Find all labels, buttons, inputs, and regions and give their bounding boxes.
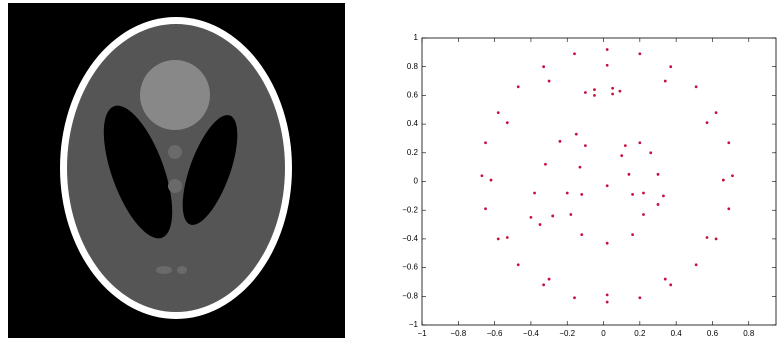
point	[517, 85, 520, 88]
point	[542, 283, 545, 286]
point	[584, 91, 587, 94]
point	[593, 88, 596, 91]
point	[631, 193, 634, 196]
point	[542, 65, 545, 68]
point	[548, 278, 551, 281]
point	[727, 141, 730, 144]
point	[695, 85, 698, 88]
point	[606, 48, 609, 51]
plot-frame	[422, 38, 776, 325]
point	[551, 215, 554, 218]
point	[517, 263, 520, 266]
y-tick-label: 0.4	[407, 119, 419, 128]
page: {"chart_data": {"type": "scatter", "colo…	[0, 0, 778, 341]
point	[695, 263, 698, 266]
x-tick-label: −0.8	[450, 329, 466, 338]
point	[731, 174, 734, 177]
point	[484, 207, 487, 210]
point	[497, 111, 500, 114]
point	[573, 296, 576, 299]
y-tick-label: −0.4	[402, 234, 418, 243]
y-tick-label: 0.6	[407, 91, 419, 100]
x-tick-label: −0.4	[523, 329, 539, 338]
point	[649, 151, 652, 154]
point	[539, 223, 542, 226]
point	[606, 184, 609, 187]
y-tick-label: 0.8	[407, 62, 419, 71]
point	[566, 192, 569, 195]
x-tick-label: −1	[417, 329, 427, 338]
point	[580, 233, 583, 236]
point	[611, 93, 614, 96]
point	[559, 140, 562, 143]
x-tick-label: 0.6	[707, 329, 719, 338]
point	[569, 213, 572, 216]
point	[727, 207, 730, 210]
point	[706, 121, 709, 124]
y-tick-label: 1	[414, 33, 419, 42]
spot	[177, 266, 187, 274]
spot	[168, 179, 182, 193]
point	[611, 87, 614, 90]
point	[481, 174, 484, 177]
point	[662, 194, 665, 197]
point	[606, 301, 609, 304]
point	[706, 236, 709, 239]
spot	[168, 145, 182, 159]
x-tick-label: 0.8	[743, 329, 755, 338]
x-tick-label: 0.2	[634, 329, 646, 338]
point	[669, 65, 672, 68]
point	[638, 296, 641, 299]
x-tick-label: 0.4	[671, 329, 683, 338]
point	[506, 236, 509, 239]
y-tick-label: 0	[414, 177, 419, 186]
point	[544, 163, 547, 166]
point	[548, 80, 551, 83]
point	[584, 144, 587, 147]
y-tick-label: 0.2	[407, 148, 419, 157]
phantom-image	[8, 3, 345, 338]
point	[533, 192, 536, 195]
point	[638, 141, 641, 144]
point	[618, 90, 621, 93]
x-tick-label: 0	[601, 329, 606, 338]
y-tick-label: −0.6	[402, 263, 418, 272]
point	[628, 173, 631, 176]
point	[606, 242, 609, 245]
point	[657, 203, 660, 206]
figure: −1 −0.8 −0.6 −0.4 −0.2 0 0.2 0.4 0.6 0.8 −1 −0.8 −0.…	[0, 0, 778, 341]
point	[606, 293, 609, 296]
point	[664, 278, 667, 281]
point	[715, 111, 718, 114]
point	[715, 238, 718, 241]
point	[631, 233, 634, 236]
bright-region	[140, 60, 210, 130]
y-tick-label: −1	[409, 320, 419, 329]
spot	[156, 266, 172, 274]
point	[497, 238, 500, 241]
point	[580, 193, 583, 196]
point	[579, 166, 582, 169]
point	[624, 144, 627, 147]
point	[657, 173, 660, 176]
point	[642, 192, 645, 195]
y-tick-label: −0.2	[402, 205, 418, 214]
point	[669, 283, 672, 286]
point	[593, 94, 596, 97]
point	[573, 52, 576, 55]
x-tick-label: −0.6	[487, 329, 503, 338]
point	[530, 216, 533, 219]
y-tick-label: −0.8	[402, 291, 418, 300]
point	[490, 179, 493, 182]
point	[620, 154, 623, 157]
point	[484, 141, 487, 144]
point	[506, 121, 509, 124]
x-tick-label: −0.2	[559, 329, 575, 338]
point	[638, 52, 641, 55]
point	[722, 179, 725, 182]
point	[606, 64, 609, 67]
point	[642, 213, 645, 216]
point	[664, 80, 667, 83]
point	[575, 133, 578, 136]
